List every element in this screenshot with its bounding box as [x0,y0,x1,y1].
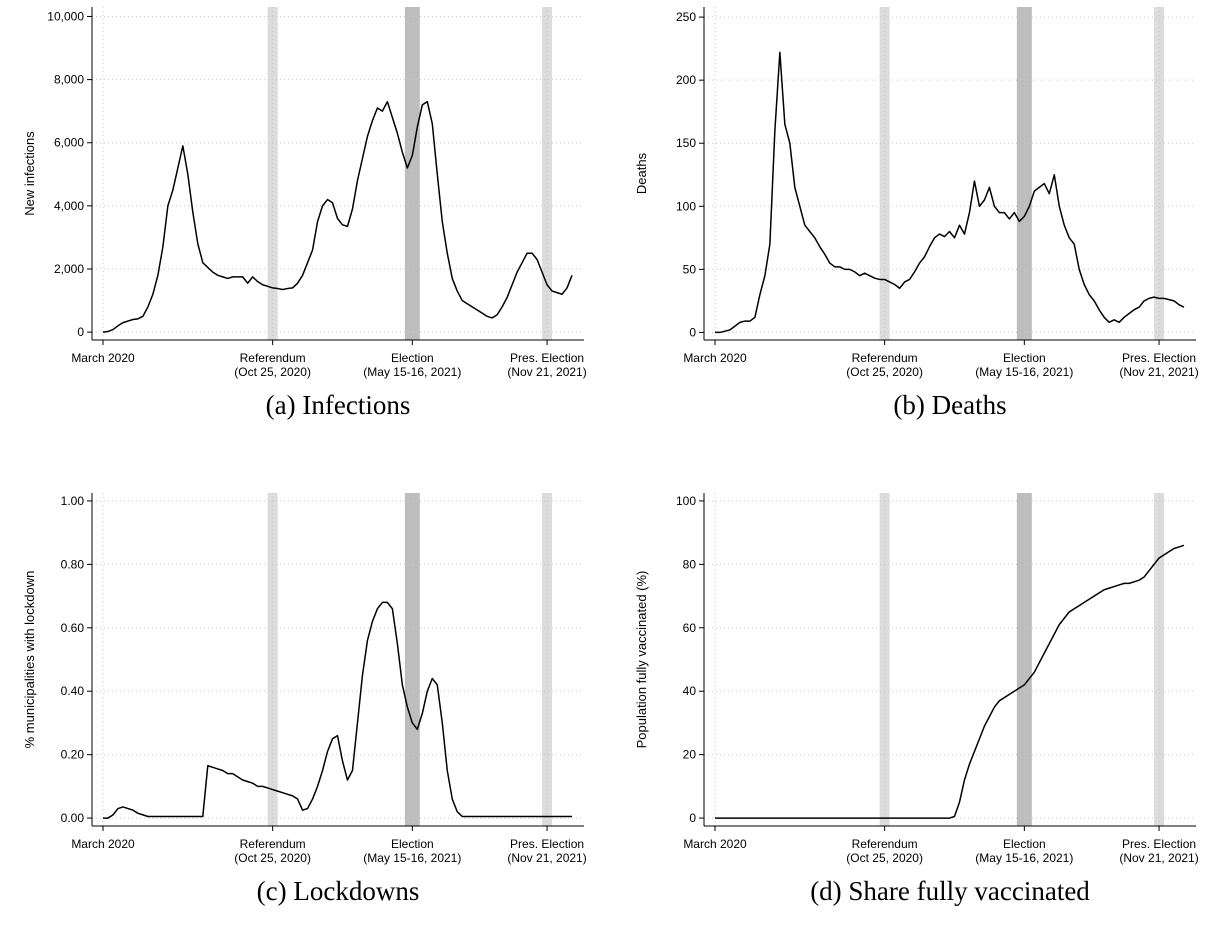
x-tick-label: (Oct 25, 2020) [234,851,311,865]
x-tick-label: March 2020 [71,837,135,851]
x-tick-label: Referendum [240,837,306,851]
x-tick-label: March 2020 [71,351,135,365]
y-tick-label: 0.80 [61,557,85,571]
x-tick-label: Election [391,837,434,851]
y-tick-label: 0 [77,325,84,339]
event-band [404,493,420,826]
caption: (b) Deaths [893,390,1006,420]
data-line [103,601,572,819]
caption: (c) Lockdowns [257,876,420,906]
x-tick-label: (Nov 21, 2021) [507,365,586,379]
x-tick-label: Election [391,351,434,365]
x-tick-label: Referendum [240,351,306,365]
x-tick-label: Pres. Election [510,837,584,851]
y-tick-label: 0.60 [61,621,85,635]
x-tick-label: (Oct 25, 2020) [234,365,311,379]
x-tick-label: Referendum [852,351,918,365]
x-tick-label: Election [1003,351,1046,365]
x-tick-label: (May 15-16, 2021) [975,851,1073,865]
panel: 0 2,000 4,000 6,000 8,000 10,000 March 2020 Ref… [22,7,587,420]
event-band [404,7,420,340]
panel: 0.00 0.20 0.40 0.60 0.80 1.00 March 2020 Refere… [22,493,587,906]
y-tick-label: 50 [683,262,697,276]
y-tick-label: 100 [676,199,696,213]
y-tick-label: 100 [676,494,696,508]
x-tick-label: Pres. Election [510,351,584,365]
y-tick-label: 200 [676,73,696,87]
event-band [267,493,278,826]
x-tick-label: March 2020 [683,351,747,365]
event-band [1154,493,1165,826]
y-tick-label: 0.20 [61,748,85,762]
y-tick-label: 0.40 [61,684,85,698]
event-band [1016,7,1032,340]
x-tick-label: (Nov 21, 2021) [1119,365,1198,379]
event-band [879,493,890,826]
y-tick-label: 1.00 [61,494,85,508]
event-band [879,7,890,340]
y-tick-label: 250 [676,10,696,24]
panel: 0 50 100 150 200 250 March 2020 Referendum(Oct … [634,7,1199,420]
event-band [542,493,553,826]
y-axis-label: New infections [22,131,37,216]
x-tick-label: Election [1003,837,1046,851]
x-tick-label: Referendum [852,837,918,851]
y-tick-label: 10,000 [47,9,84,23]
x-tick-label: Pres. Election [1122,837,1196,851]
y-axis-label: % municipalities with lockdown [22,571,37,749]
data-line [102,100,573,333]
data-line [715,544,1185,819]
y-tick-label: 0 [689,325,696,339]
y-tick-label: 80 [683,557,697,571]
y-tick-label: 150 [676,136,696,150]
x-tick-label: March 2020 [683,837,747,851]
y-tick-label: 8,000 [54,73,84,87]
y-axis-label: Deaths [634,152,649,194]
x-tick-label: (Nov 21, 2021) [1119,851,1198,865]
x-tick-label: Pres. Election [1122,351,1196,365]
y-tick-label: 60 [683,621,697,635]
x-tick-label: (May 15-16, 2021) [363,851,461,865]
x-tick-label: (Oct 25, 2020) [846,851,923,865]
y-tick-label: 20 [683,748,697,762]
data-line [715,51,1185,334]
caption: (a) Infections [266,390,411,420]
panel: 0 20 40 60 80 100 March 2020 Referendum(Oct 25,… [634,493,1199,906]
y-tick-label: 2,000 [54,262,84,276]
x-tick-label: (May 15-16, 2021) [363,365,461,379]
x-tick-label: (Nov 21, 2021) [507,851,586,865]
x-tick-label: (Oct 25, 2020) [846,365,923,379]
y-tick-label: 0.00 [61,811,85,825]
y-tick-label: 6,000 [54,136,84,150]
caption: (d) Share fully vaccinated [810,876,1090,906]
y-tick-label: 40 [683,684,697,698]
x-tick-label: (May 15-16, 2021) [975,365,1073,379]
event-band [1016,493,1032,826]
y-tick-label: 0 [689,811,696,825]
event-band [542,7,553,340]
y-axis-label: Population fully vaccinated (%) [634,571,649,749]
y-tick-label: 4,000 [54,199,84,213]
event-band [267,7,278,340]
event-band [1154,7,1165,340]
